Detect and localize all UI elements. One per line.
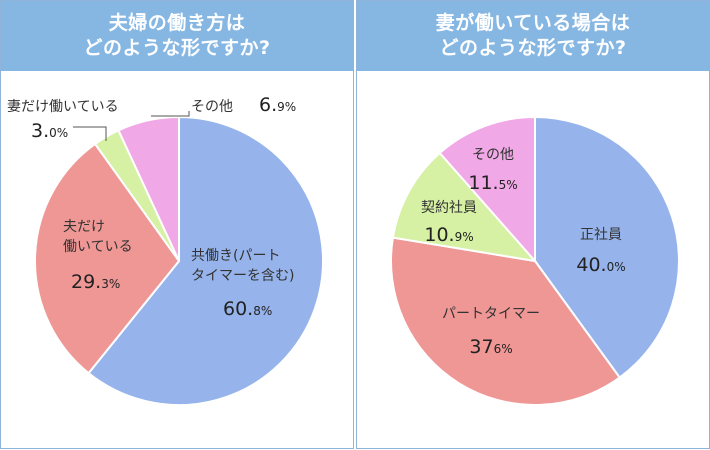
- left-title-line-1: 夫婦の働き方は: [108, 12, 246, 34]
- pie-slice-0-1: [33, 142, 181, 375]
- slice-value-0-1: 29.3%: [71, 271, 120, 293]
- slice-label-0-1-0: 夫だけ: [63, 219, 105, 235]
- slice-value-1-1: 376%: [469, 336, 512, 358]
- slice-label-1-0-0: 正社員: [580, 227, 622, 243]
- left-chart-panel: 夫婦の働き方は どのような形ですか? 共働き(パート タイマーを含む) 60.8% 夫…: [0, 0, 354, 449]
- slice-value-1-3: 11.5%: [468, 172, 517, 194]
- slice-value-0-0: 60.8%: [223, 298, 272, 320]
- slice-label-0-0-1: タイマーを含む): [191, 268, 294, 284]
- pie-slice-1-2: [391, 151, 538, 263]
- right-title-line-1: 妻が働いている場合は: [435, 12, 631, 34]
- right-title-line-2: どのような形ですか?: [439, 37, 627, 59]
- slice-label-1-2-0: 契約社員: [421, 200, 477, 216]
- right-chart-panel: 妻が働いている場合は どのような形ですか? 正社員 40.0% パートタイマー 376…: [356, 0, 710, 449]
- slice-label-1-3-0: その他: [472, 147, 514, 163]
- slice-value-1-2: 10.9%: [424, 224, 473, 246]
- left-chart-title: 夫婦の働き方は どのような形ですか?: [1, 1, 353, 71]
- right-chart-title: 妻が働いている場合は どのような形ですか?: [357, 1, 709, 71]
- slice-label-0-2-0: 妻だけ働いている: [7, 99, 119, 115]
- slice-label-0-3-0: その他: [191, 99, 233, 115]
- leader-line-0-2: [73, 126, 107, 141]
- slice-label-0-1-1: 働いている: [63, 239, 133, 255]
- slice-label-1-1-0: パートタイマー: [442, 306, 540, 322]
- right-pie-chart: 正社員 40.0% パートタイマー 376% 契約社員 10.9% その他 11.5%: [390, 115, 680, 406]
- left-title-line-2: どのような形ですか?: [83, 37, 271, 59]
- pie-slice-1-1: [390, 236, 622, 406]
- slice-value-1-0: 40.0%: [576, 254, 625, 276]
- leader-line-0-3: [151, 111, 190, 117]
- slice-label-0-0-0: 共働き(パート: [191, 248, 280, 264]
- pie-slice-1-0: [534, 115, 680, 379]
- pie-slice-1-3: [438, 115, 536, 264]
- slice-value-0-3: 6.9%: [259, 94, 296, 116]
- pie-slice-0-3: [117, 115, 180, 262]
- pie-slice-0-0: [87, 115, 324, 406]
- slice-value-0-2: 3.0%: [31, 120, 68, 142]
